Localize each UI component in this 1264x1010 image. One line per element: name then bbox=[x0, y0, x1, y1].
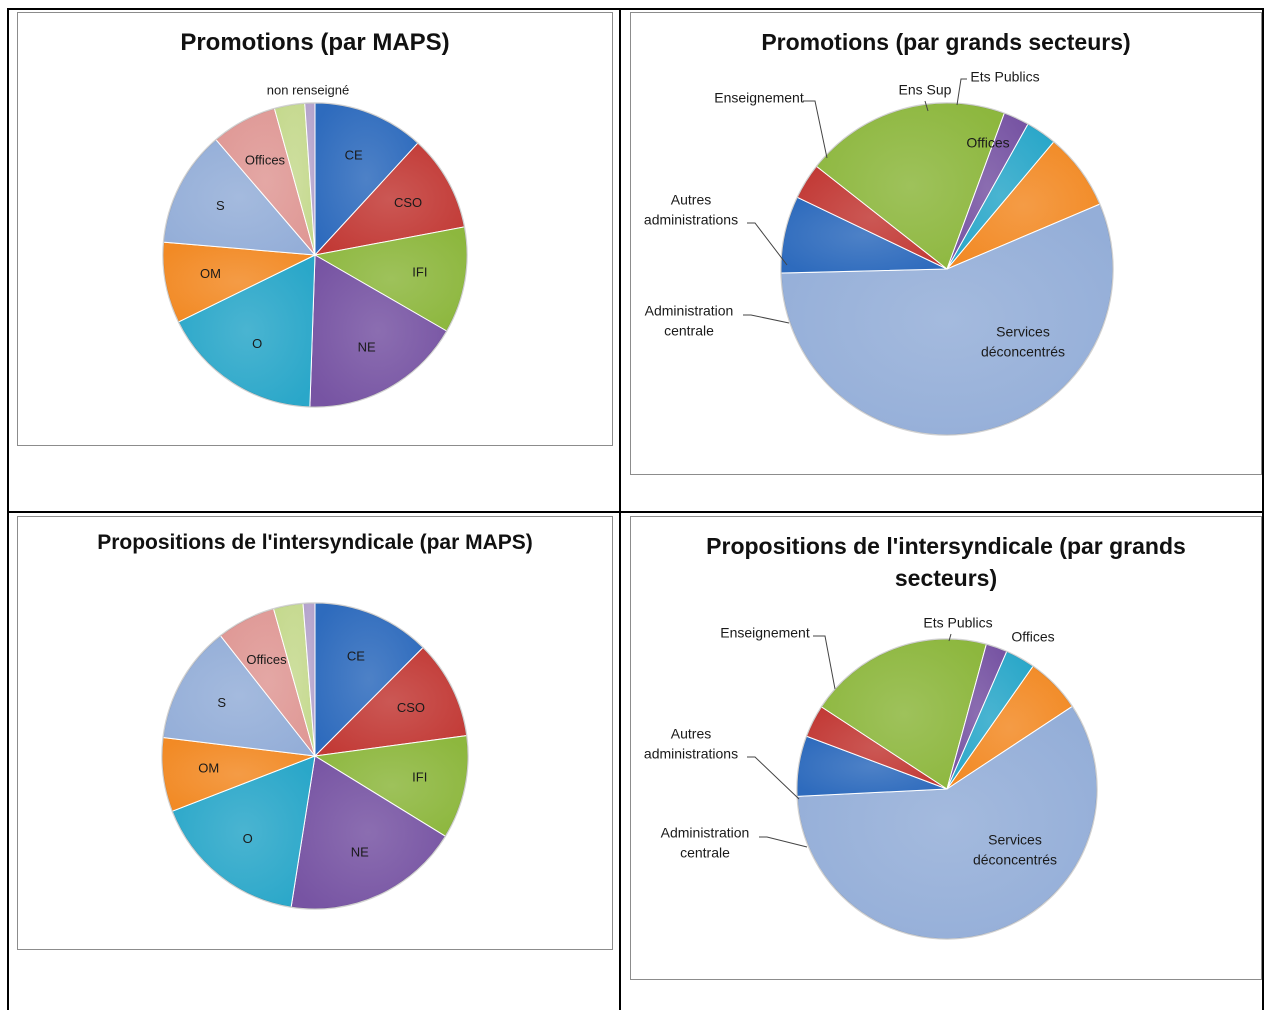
leader-ens-sup bbox=[924, 100, 929, 112]
leader-enseignement bbox=[813, 635, 836, 690]
pie-slice-ets-publics bbox=[946, 650, 1034, 790]
grid-line-top bbox=[7, 8, 1264, 10]
slice-label-services-line2: déconcentrés bbox=[973, 852, 1057, 868]
leader-autres bbox=[747, 222, 788, 266]
chart-panel-promotions-secteurs: Promotions (par grands secteurs) Offices… bbox=[630, 12, 1262, 475]
leader-administration bbox=[759, 836, 808, 848]
pie-slice-ets-publics bbox=[946, 123, 1055, 270]
pie-slice-cso bbox=[313, 142, 465, 256]
label-ens-sup: Ens Sup bbox=[899, 82, 952, 98]
chart-panel-propositions-secteurs: Propositions de l'intersyndicale (par gr… bbox=[630, 516, 1262, 980]
pie-slice-o bbox=[177, 254, 316, 408]
pie-slice-ce bbox=[314, 102, 419, 257]
slice-label-offices: Offices bbox=[245, 153, 286, 168]
label-autres-line1: Autres bbox=[671, 726, 711, 742]
pie-slice-ce bbox=[314, 602, 424, 758]
label-administration-line1: Administration bbox=[661, 825, 750, 841]
pie-chart-svg: Offices Services déconcentrés Enseignement E… bbox=[644, 69, 1114, 436]
pie-chart-svg: CE CSO IFI NE O OM S Offices bbox=[161, 602, 469, 910]
pie-slice-services-deconcentres bbox=[780, 203, 1114, 436]
grid-line-left bbox=[7, 8, 9, 1010]
label-offices: Offices bbox=[1011, 629, 1054, 645]
pie-slice-ifi bbox=[313, 226, 468, 332]
grid-line-right bbox=[1262, 8, 1264, 1010]
pie-chart-svg: CE CSO IFI NE O OM S Offices non renseigné bbox=[162, 82, 468, 408]
leader-ets-publics bbox=[948, 633, 952, 642]
slice-label-cso: CSO bbox=[394, 195, 422, 210]
label-autres-line2: administrations bbox=[644, 746, 738, 762]
slice-label-services-line2: déconcentrés bbox=[981, 344, 1065, 360]
pie-slice-ne bbox=[309, 254, 448, 408]
pie-slice-o bbox=[171, 755, 316, 908]
slice-label-ce: CE bbox=[347, 648, 365, 663]
slice-label-ifi: IFI bbox=[412, 770, 427, 785]
pie-slice-unnamed bbox=[302, 602, 316, 757]
label-autres-line2: administrations bbox=[644, 212, 738, 228]
label-administration-line1: Administration bbox=[645, 303, 734, 319]
slice-label-services-line1: Services bbox=[996, 324, 1050, 340]
grid-line-middle bbox=[619, 8, 621, 1010]
pie-slice-ne bbox=[290, 755, 446, 910]
slice-label-ne: NE bbox=[351, 845, 369, 860]
chart-title: Promotions (par grands secteurs) bbox=[761, 29, 1131, 55]
slice-label-s: S bbox=[217, 695, 226, 710]
slice-label-ce: CE bbox=[345, 147, 363, 162]
pie-slice-enseignement bbox=[815, 102, 1005, 270]
pie-slice-s bbox=[162, 635, 317, 757]
label-ets-publics: Ets Publics bbox=[970, 69, 1039, 85]
grid-line-row bbox=[7, 511, 1264, 513]
slice-label-offices: Offices bbox=[966, 135, 1009, 151]
slice-label-om: OM bbox=[198, 761, 219, 776]
label-enseignement: Enseignement bbox=[714, 90, 804, 106]
label-ets-publics: Ets Publics bbox=[923, 615, 992, 631]
pie-slice-enseignement bbox=[820, 638, 987, 790]
pie-outline bbox=[780, 102, 1114, 436]
label-autres-line1: Autres bbox=[671, 192, 711, 208]
slice-label-s: S bbox=[216, 198, 225, 213]
pie-chart-svg: Services déconcentrés Enseignement Ets Publ… bbox=[644, 615, 1098, 940]
pie-outline bbox=[162, 102, 468, 408]
chart-panel-propositions-maps: Propositions de l'intersyndicale (par MA… bbox=[17, 516, 613, 950]
pie-slice-s bbox=[163, 138, 317, 256]
slice-label-ifi: IFI bbox=[412, 264, 427, 279]
leader-ets-publics bbox=[956, 78, 967, 106]
label-administration-line2: centrale bbox=[680, 845, 730, 861]
pie-slice-non-renseigne bbox=[304, 102, 316, 256]
leader-autres bbox=[747, 756, 800, 800]
pie-slice-ifi bbox=[313, 735, 469, 837]
chart-title: Propositions de l'intersyndicale (par MA… bbox=[97, 531, 533, 554]
slice-label-o: O bbox=[252, 336, 262, 351]
pie-slice-cso bbox=[313, 646, 468, 757]
slice-label-o: O bbox=[243, 831, 253, 846]
chart-title-line2: secteurs) bbox=[894, 565, 998, 591]
slice-label-ne: NE bbox=[358, 339, 376, 354]
chart-panel-promotions-maps: Promotions (par MAPS) CE CSO IFI NE O OM S Offi… bbox=[17, 12, 613, 446]
pie-slice-services-deconcentres bbox=[796, 705, 1098, 940]
slice-label-offices: Offices bbox=[246, 652, 287, 667]
label-administration-line2: centrale bbox=[664, 323, 714, 339]
slice-label-cso: CSO bbox=[397, 700, 425, 715]
chart-title-line1: Propositions de l'intersyndicale (par gr… bbox=[706, 533, 1186, 559]
leader-enseignement bbox=[803, 100, 828, 159]
chart-title: Promotions (par MAPS) bbox=[180, 29, 450, 56]
label-non-renseigne: non renseigné bbox=[267, 82, 349, 97]
label-enseignement: Enseignement bbox=[720, 625, 810, 641]
slice-label-services-line1: Services bbox=[988, 832, 1042, 848]
pie-outline bbox=[796, 638, 1098, 940]
leader-administration bbox=[743, 314, 790, 324]
slice-label-om: OM bbox=[200, 266, 221, 281]
pie-outline bbox=[161, 602, 469, 910]
